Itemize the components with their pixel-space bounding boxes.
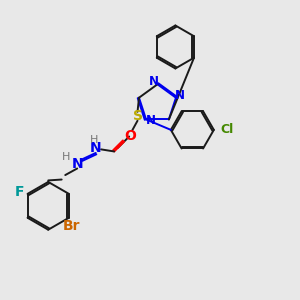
Text: F: F bbox=[14, 185, 24, 200]
Text: Cl: Cl bbox=[220, 123, 234, 136]
Text: N: N bbox=[149, 75, 159, 88]
Text: N: N bbox=[175, 89, 184, 102]
Text: H: H bbox=[90, 135, 98, 145]
Text: N: N bbox=[71, 157, 83, 171]
Text: Br: Br bbox=[63, 219, 81, 233]
Text: O: O bbox=[124, 129, 136, 143]
Text: N: N bbox=[146, 114, 155, 128]
Text: N: N bbox=[90, 142, 101, 155]
Text: S: S bbox=[133, 109, 142, 123]
Text: H: H bbox=[62, 152, 70, 161]
